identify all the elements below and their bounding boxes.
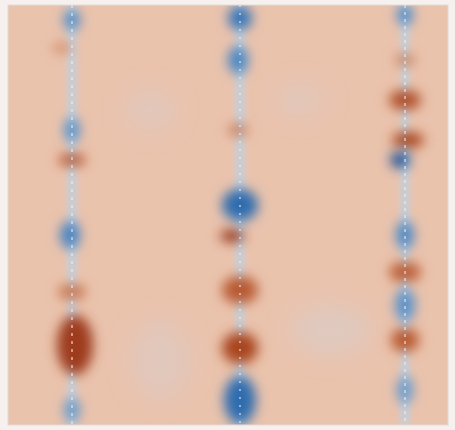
blob — [389, 90, 421, 110]
blob — [392, 132, 424, 148]
blob — [52, 43, 72, 53]
page — [0, 0, 455, 430]
patch — [275, 85, 325, 115]
blob — [222, 332, 258, 364]
blob — [222, 276, 258, 304]
blob — [64, 118, 80, 142]
blob — [220, 230, 244, 242]
image — [0, 0, 455, 430]
blob — [228, 6, 252, 30]
heatmap — [8, 5, 448, 425]
patch — [130, 320, 190, 400]
patch — [125, 90, 175, 130]
blob — [228, 46, 248, 74]
blob — [64, 398, 80, 422]
blob — [57, 315, 93, 375]
blob — [60, 221, 80, 249]
patch — [290, 305, 370, 355]
blob — [390, 152, 410, 168]
blob — [224, 376, 256, 424]
blob — [228, 124, 248, 136]
